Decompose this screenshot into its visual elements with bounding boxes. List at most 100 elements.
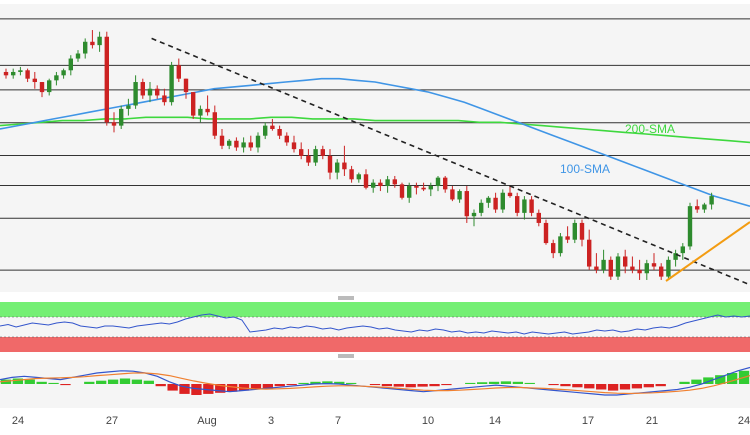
x-tick-label: 27	[106, 415, 118, 427]
candle-body	[673, 253, 678, 260]
candle-body	[551, 243, 556, 254]
macd-histogram-bar	[48, 382, 59, 384]
x-tick-label: 17	[582, 415, 594, 427]
candle-body	[212, 112, 217, 136]
candle-body	[83, 41, 88, 54]
macd-histogram-bar	[84, 381, 95, 384]
candle-body	[198, 108, 203, 116]
candle-body	[666, 259, 671, 277]
sma100-line	[0, 77, 750, 207]
x-tick-label: 10	[422, 415, 434, 427]
candle-body	[594, 266, 599, 270]
macd-histogram-bar	[298, 382, 309, 384]
candle-body	[371, 182, 376, 188]
macd-signal-line	[0, 372, 750, 395]
macd-histogram-bar	[226, 384, 238, 392]
price-separator	[0, 292, 750, 302]
macd-histogram-bar	[655, 384, 666, 387]
candle-body	[119, 108, 124, 126]
sma200-label: 200-SMA	[625, 122, 675, 136]
macd-histogram-bar	[465, 382, 476, 384]
macd-histogram-bar	[24, 379, 35, 384]
candle-body	[587, 239, 592, 267]
macd-histogram-bar	[429, 384, 440, 387]
macd-histogram-bar	[191, 384, 202, 395]
candle-body	[399, 184, 405, 198]
macd-histogram-bar	[417, 384, 428, 387]
x-axis: 24 27 Aug 3 7 10 14 17 21 24	[0, 408, 750, 430]
candle-body	[183, 78, 189, 93]
macd-histogram-bar	[12, 378, 24, 384]
candle-body	[579, 222, 585, 240]
candle-body	[255, 135, 261, 148]
candle-body	[335, 162, 340, 173]
candle-body	[623, 256, 628, 267]
price-background	[0, 4, 750, 292]
price-panel	[0, 4, 750, 302]
candle-body	[486, 197, 491, 203]
x-axis-background	[0, 408, 750, 430]
candle-body	[615, 256, 621, 277]
macd-histogram-bar	[274, 384, 285, 387]
candle-body	[522, 199, 527, 213]
macd-histogram-bar	[560, 384, 571, 387]
candle-body	[608, 259, 613, 277]
candle-body	[140, 82, 145, 96]
candle-body	[457, 191, 462, 200]
macd-histogram-bar	[691, 379, 702, 384]
candle-body	[18, 70, 23, 72]
macd-histogram-bar	[250, 384, 262, 390]
x-tick-label: 21	[646, 415, 658, 427]
candle-body	[306, 155, 311, 163]
candle-body	[565, 236, 570, 240]
candle-body	[363, 174, 369, 188]
macd-histogram-bar	[36, 381, 47, 384]
macd-histogram-bar	[238, 384, 250, 391]
candle-body	[687, 206, 693, 247]
x-tick-label: Aug	[197, 415, 217, 427]
candle-body	[205, 108, 210, 113]
candle-body	[407, 186, 412, 198]
candle-body	[320, 149, 325, 156]
macd-histogram-bar	[346, 382, 357, 384]
macd-histogram-bar	[619, 384, 631, 390]
candle-body	[32, 78, 37, 83]
macd-histogram-bar	[286, 384, 297, 386]
macd-histogram-bar	[60, 384, 71, 386]
rsi-overbought-band	[0, 302, 750, 317]
candle-body	[651, 263, 657, 267]
macd-histogram-bar	[572, 384, 583, 388]
sma200-line	[0, 116, 750, 144]
candle-body	[421, 187, 426, 190]
candle-body	[385, 179, 390, 187]
candle-body	[601, 259, 606, 270]
candle-body	[263, 125, 268, 136]
candle-body	[126, 105, 131, 109]
macd-histogram-bar	[179, 384, 190, 394]
macd-histogram-bar	[476, 382, 488, 384]
candle-body	[659, 266, 664, 277]
candle-body	[378, 182, 383, 187]
candle-body	[219, 135, 225, 146]
candle-body	[644, 263, 649, 274]
candle-body	[248, 142, 253, 148]
price-annotations: 200-SMA 100-SMA	[560, 122, 675, 176]
macd-histogram-bar	[393, 384, 404, 387]
rsi-separator	[0, 352, 750, 360]
candle-body	[695, 206, 700, 210]
macd-histogram-bar	[203, 384, 214, 394]
macd-histogram-bar	[369, 384, 381, 386]
candle-body	[133, 82, 138, 106]
macd-histogram-bar	[548, 384, 559, 386]
candle-body	[507, 192, 513, 197]
candle-body	[234, 140, 239, 148]
macd-histogram-bar	[405, 384, 416, 388]
support-line	[665, 221, 750, 282]
macd-histogram-bar	[726, 373, 738, 384]
candle-body	[97, 36, 102, 46]
macd-histogram-bar	[584, 384, 595, 389]
candle-body	[536, 212, 541, 223]
candle-body	[61, 70, 66, 76]
